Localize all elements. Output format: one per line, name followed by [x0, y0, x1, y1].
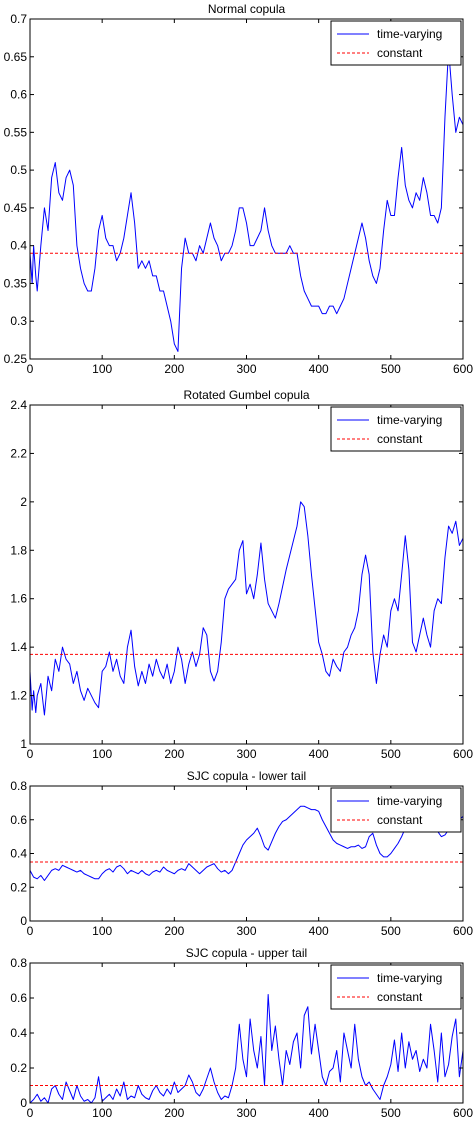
- chart-title: SJC copula - lower tail: [187, 769, 306, 783]
- legend: time-varying constant: [330, 787, 462, 833]
- x-tick-label: 300: [236, 924, 256, 938]
- x-tick-label: 600: [453, 362, 473, 376]
- chart-title: Normal copula: [208, 2, 286, 16]
- y-tick-label: 0.35: [4, 276, 28, 290]
- x-tick-label: 500: [381, 362, 401, 376]
- x-tick-label: 400: [309, 1106, 329, 1120]
- y-tick-label: 0.6: [10, 813, 27, 827]
- legend: time-varying constant: [330, 20, 462, 66]
- y-tick-label: 0: [20, 914, 27, 928]
- time-varying-series-line: [29, 805, 464, 881]
- x-tick-label: 300: [236, 747, 256, 761]
- y-tick-label: 1.6: [10, 592, 27, 606]
- y-tick-label: 0.45: [4, 201, 28, 215]
- x-tick-label: 100: [92, 924, 112, 938]
- legend-box: [330, 20, 462, 66]
- x-tick-label: 0: [27, 1106, 34, 1120]
- y-tick-label: 1.2: [10, 689, 27, 703]
- y-tick-label: 0.25: [4, 352, 28, 366]
- x-tick-label: 200: [164, 362, 184, 376]
- chart-title: SJC copula - upper tail: [186, 946, 307, 960]
- chart-panel-4: SJC copula - upper tail 0 100 200 300 400 500 6…: [10, 946, 473, 1120]
- x-tick-label: 300: [236, 362, 256, 376]
- x-tick-label: 100: [92, 1106, 112, 1120]
- y-tick-label: 0.8: [10, 779, 27, 793]
- chart-title: Rotated Gumbel copula: [183, 388, 309, 402]
- y-tick-label: 0.6: [10, 88, 27, 102]
- y-tick-label: 0.55: [4, 125, 28, 139]
- legend: time-varying constant: [330, 406, 462, 452]
- y-tick-label: 0.2: [10, 1061, 27, 1075]
- legend-label: time-varying: [377, 971, 442, 985]
- legend-label: time-varying: [377, 413, 442, 427]
- y-tick-label: 0.7: [10, 12, 27, 26]
- legend-label: constant: [377, 46, 423, 60]
- x-tick-label: 500: [381, 924, 401, 938]
- x-tick-label: 400: [309, 362, 329, 376]
- legend-label: constant: [377, 813, 423, 827]
- x-tick-label: 600: [453, 924, 473, 938]
- y-tick-label: 1: [20, 737, 27, 751]
- x-tick-label: 100: [92, 362, 112, 376]
- legend-label: constant: [377, 990, 423, 1004]
- x-tick-label: 500: [381, 1106, 401, 1120]
- x-tick-label: 0: [27, 362, 34, 376]
- x-tick-label: 600: [453, 1106, 473, 1120]
- y-tick-label: 0.3: [10, 314, 27, 328]
- chart-panel-2: Rotated Gumbel copula 0 100 200 300 400 500 600…: [10, 388, 473, 761]
- x-tick-label: 400: [309, 924, 329, 938]
- y-tick-label: 2.4: [10, 398, 27, 412]
- x-tick-label: 400: [309, 747, 329, 761]
- time-varying-series-line: [29, 48, 464, 352]
- y-tick-label: 0: [20, 1096, 27, 1110]
- legend-box: [330, 787, 462, 833]
- chart-panel-1: Normal copula 0 100 200 300 400 500 600 0.25 0.3 0…: [4, 2, 474, 376]
- x-tick-label: 0: [27, 747, 34, 761]
- chart-panel-3: SJC copula - lower tail 0 100 200 300 400 500 6…: [10, 769, 473, 938]
- y-tick-label: 0.4: [10, 239, 27, 253]
- time-varying-series-line: [29, 501, 464, 716]
- legend-label: time-varying: [377, 27, 442, 41]
- y-tick-label: 1.4: [10, 640, 27, 654]
- x-tick-label: 300: [236, 1106, 256, 1120]
- x-tick-label: 200: [164, 924, 184, 938]
- x-tick-label: 200: [164, 747, 184, 761]
- y-tick-label: 0.5: [10, 163, 27, 177]
- y-tick-label: 0.8: [10, 956, 27, 970]
- y-tick-label: 0.2: [10, 880, 27, 894]
- x-tick-label: 200: [164, 1106, 184, 1120]
- legend: time-varying constant: [330, 964, 462, 1010]
- x-tick-label: 100: [92, 747, 112, 761]
- y-tick-label: 0.6: [10, 991, 27, 1005]
- y-tick-label: 2.2: [10, 446, 27, 460]
- legend-label: constant: [377, 432, 423, 446]
- legend-label: time-varying: [377, 794, 442, 808]
- legend-box: [330, 964, 462, 1010]
- x-tick-label: 500: [381, 747, 401, 761]
- y-tick-label: 2: [20, 495, 27, 509]
- legend-box: [330, 406, 462, 452]
- x-tick-label: 0: [27, 924, 34, 938]
- y-tick-label: 1.8: [10, 543, 27, 557]
- x-tick-label: 600: [453, 747, 473, 761]
- y-tick-label: 0.65: [4, 50, 28, 64]
- y-tick-label: 0.4: [10, 1026, 27, 1040]
- y-tick-label: 0.4: [10, 847, 27, 861]
